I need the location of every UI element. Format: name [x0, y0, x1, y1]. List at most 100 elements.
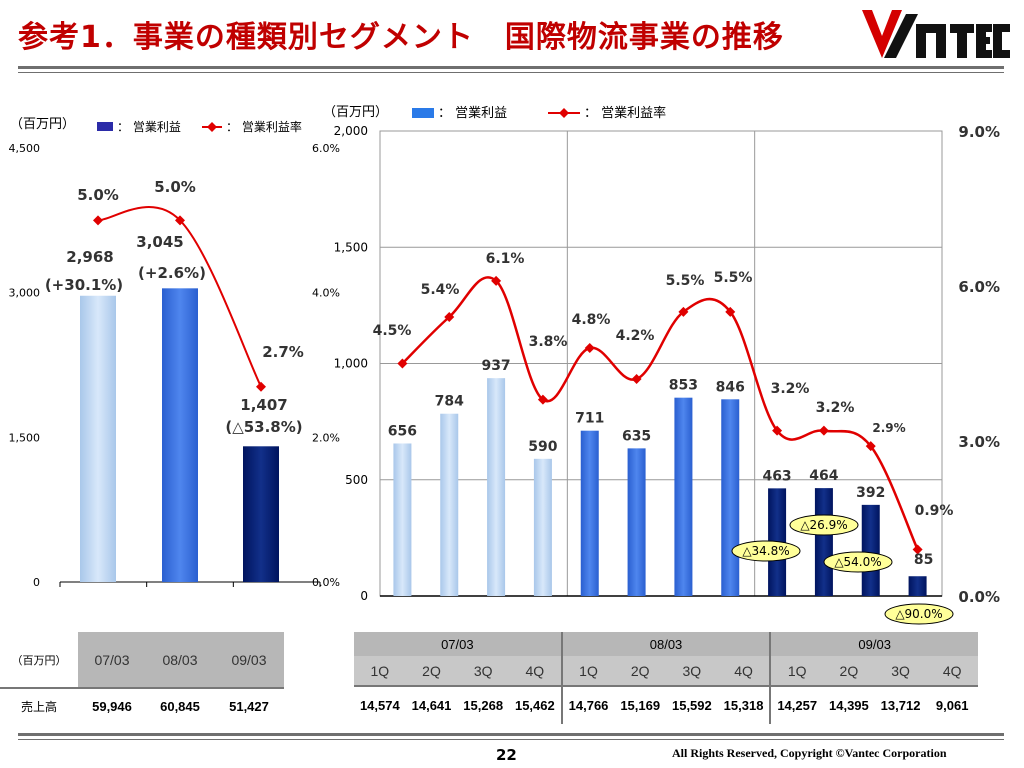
legend-label: ： 営業利益率 — [584, 105, 666, 121]
rate-marker — [818, 425, 829, 436]
value-label: 392 — [856, 485, 885, 501]
change-callout-label: △34.8% — [742, 544, 789, 558]
rate-label: 3.2% — [771, 381, 810, 397]
footer-rule-thin — [18, 739, 1004, 740]
bar — [627, 448, 646, 596]
quarter-sales-cell: 13,712 — [880, 698, 921, 713]
rate-label: 6.1% — [486, 251, 525, 267]
y2-tick-label: 2.0% — [312, 431, 340, 444]
y-tick-label: 3,000 — [9, 287, 41, 300]
change-callout-label: △54.0% — [834, 555, 881, 569]
vantec-logo — [862, 10, 1010, 58]
value-label: 853 — [669, 378, 698, 394]
rate-marker — [537, 394, 548, 405]
quarter-sales-cell: 14,766 — [568, 698, 609, 713]
rate-marker — [397, 358, 408, 369]
rate-marker — [491, 275, 502, 286]
header-rule — [18, 66, 1004, 69]
quarter-sales-cell: 15,169 — [620, 698, 661, 713]
quarter-header: 1Q — [561, 656, 615, 686]
bar — [440, 413, 459, 596]
change-label: (+2.6%) — [138, 264, 206, 282]
legend-line-marker — [559, 108, 569, 118]
quarter-header: 4Q — [509, 656, 563, 686]
value-label: 635 — [622, 428, 651, 444]
rate-label: 4.2% — [616, 328, 655, 344]
rate-marker — [444, 312, 455, 322]
quarter-header: 2Q — [823, 656, 875, 686]
value-label: 85 — [914, 552, 933, 568]
quarter-header: 1Q — [354, 656, 406, 686]
value-label: 846 — [716, 379, 745, 395]
unit-label: （百万円） — [323, 105, 388, 120]
legend-label: ： 営業利益 — [438, 105, 507, 121]
change-label: (△53.8%) — [225, 418, 302, 436]
unit-label: （百万円） — [10, 117, 75, 132]
bar — [814, 488, 833, 596]
value-label: 463 — [762, 468, 791, 484]
quarter-sales-cell: 15,592 — [671, 698, 712, 713]
quarter-header: 1Q — [770, 656, 824, 686]
sales-cell: 59,946 — [92, 699, 132, 714]
page-number: 22 — [496, 746, 517, 764]
quarter-sales-cell: 14,257 — [777, 698, 818, 713]
bar — [674, 397, 693, 596]
bar — [487, 378, 506, 596]
quarter-header: 3Q — [457, 656, 510, 686]
rate-marker — [865, 441, 876, 452]
rate-marker — [175, 215, 185, 226]
change-callout-label: △90.0% — [895, 607, 942, 621]
y-tick-label: 1,500 — [334, 240, 368, 254]
bar — [393, 443, 412, 596]
sales-cell: 60,845 — [160, 699, 200, 714]
rate-label: 3.2% — [816, 400, 855, 416]
change-callout-label: △26.9% — [800, 518, 847, 532]
y-tick-label: 1,000 — [334, 357, 368, 371]
quarter-sales-cell: 14,641 — [411, 698, 452, 713]
y2-tick-label: 3.0% — [958, 433, 1000, 451]
y-tick-label: 2,000 — [334, 124, 368, 138]
value-label: 464 — [809, 468, 838, 484]
rate-label: 5.4% — [421, 282, 460, 298]
bar — [861, 504, 880, 596]
rate-marker — [725, 306, 736, 317]
value-label: 590 — [528, 439, 557, 455]
page-title: 参考1．事業の種類別セグメント 国際物流事業の推移 — [18, 20, 784, 55]
quarter-sales-cell: 15,268 — [463, 698, 504, 713]
y-tick-label: 500 — [345, 473, 368, 487]
value-label: 3,045 — [136, 233, 183, 251]
quarter-sales-cell: 9,061 — [935, 698, 969, 713]
quarter-sales-cell: 15,318 — [717, 686, 772, 724]
bar — [80, 295, 116, 582]
rate-label: 4.5% — [373, 323, 412, 339]
y-tick-label: 0 — [360, 589, 368, 603]
rate-marker — [584, 343, 595, 353]
legend-label: ： 営業利益 — [117, 120, 181, 134]
y-tick-label: 4,500 — [9, 142, 41, 155]
rate-label: 2.9% — [872, 421, 905, 435]
rate-marker — [772, 425, 783, 436]
value-label: 656 — [388, 423, 417, 439]
legend-bar-swatch — [412, 108, 434, 118]
rate-marker — [912, 544, 923, 555]
quarter-header: 3Q — [666, 656, 718, 686]
y2-tick-label: 0.0% — [958, 588, 1000, 606]
value-label: 711 — [575, 411, 604, 427]
quarter-header: 4Q — [717, 656, 772, 686]
year-header: 08/03 — [146, 632, 214, 688]
annual-sales-table: （百万円） 07/03 08/03 09/03 売上高 59,946 60,84… — [0, 632, 284, 724]
value-label: 2,968 — [66, 248, 113, 266]
quarter-sales-cell: 14,574 — [359, 698, 400, 713]
y2-tick-label: 0.0% — [312, 576, 340, 589]
value-label: 784 — [435, 394, 464, 410]
value-label: 1,407 — [240, 396, 287, 414]
rate-marker — [631, 374, 642, 384]
change-callout — [823, 551, 893, 573]
bar — [721, 399, 740, 596]
year-header: 07/03 — [78, 632, 146, 688]
sales-cell: 51,427 — [229, 699, 269, 714]
bar — [243, 446, 279, 582]
year-header: 09/03 — [770, 632, 978, 656]
row-label-sales: 売上高 — [20, 700, 57, 714]
legend-label: ： 営業利益率 — [226, 119, 302, 134]
